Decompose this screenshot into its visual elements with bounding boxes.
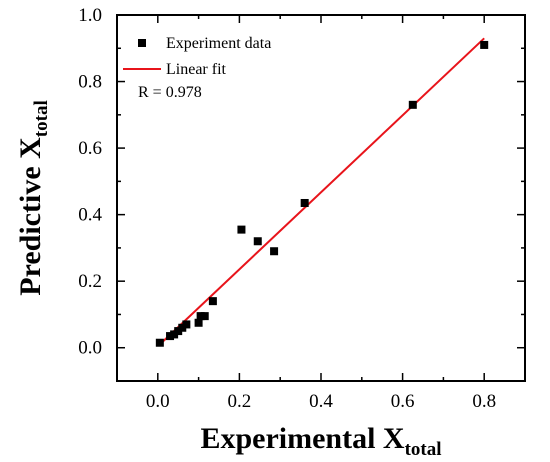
y-axis-title-sub: total [31, 100, 52, 137]
x-tick-label: 0.4 [309, 391, 333, 412]
y-tick-label: 0.8 [78, 72, 102, 93]
x-axis-title-sub: total [405, 439, 442, 460]
data-point [408, 100, 417, 109]
x-tick-label: 0.2 [228, 391, 252, 412]
x-axis-title: Experimental Xtotal [200, 422, 441, 460]
data-point [166, 332, 175, 341]
x-tick-label: 0.6 [391, 391, 415, 412]
legend-label-experiment: Experiment data [166, 35, 271, 52]
data-point [174, 327, 183, 336]
x-tick-label: 0.8 [472, 391, 496, 412]
legend-label-fit: Linear fit [166, 61, 227, 78]
y-tick-label: 0.6 [78, 138, 102, 159]
y-tick-labels: 0.0 0.2 0.4 0.6 0.8 1.0 [78, 5, 102, 359]
data-point [237, 225, 246, 234]
data-point [253, 237, 262, 246]
data-point [182, 320, 191, 329]
data-point [480, 40, 489, 49]
data-point [200, 312, 209, 321]
data-point [270, 247, 279, 256]
y-tick-label: 1.0 [78, 5, 102, 26]
legend-square-marker [138, 39, 146, 47]
axis-ticks [116, 14, 526, 382]
y-tick-label: 0.0 [78, 338, 102, 359]
data-point [155, 338, 164, 347]
y-tick-label: 0.2 [78, 271, 102, 292]
y-axis-title-main: Predictive X [14, 137, 47, 296]
data-point [170, 330, 179, 339]
data-point [178, 323, 187, 332]
y-tick-label: 0.4 [78, 205, 102, 226]
data-point [300, 198, 309, 207]
legend: Experiment data Linear fit [123, 35, 271, 78]
linear-fit-line [159, 37, 485, 346]
x-tick-label: 0.0 [146, 391, 170, 412]
data-marks [155, 37, 489, 347]
data-point [194, 318, 203, 327]
r-annotation: R = 0.978 [138, 84, 202, 101]
data-point [196, 312, 205, 321]
data-point [208, 297, 217, 306]
y-axis-title: Predictive Xtotal [14, 100, 52, 296]
x-tick-labels: 0.0 0.2 0.4 0.6 0.8 [146, 391, 496, 412]
x-axis-title-main: Experimental X [200, 422, 404, 455]
